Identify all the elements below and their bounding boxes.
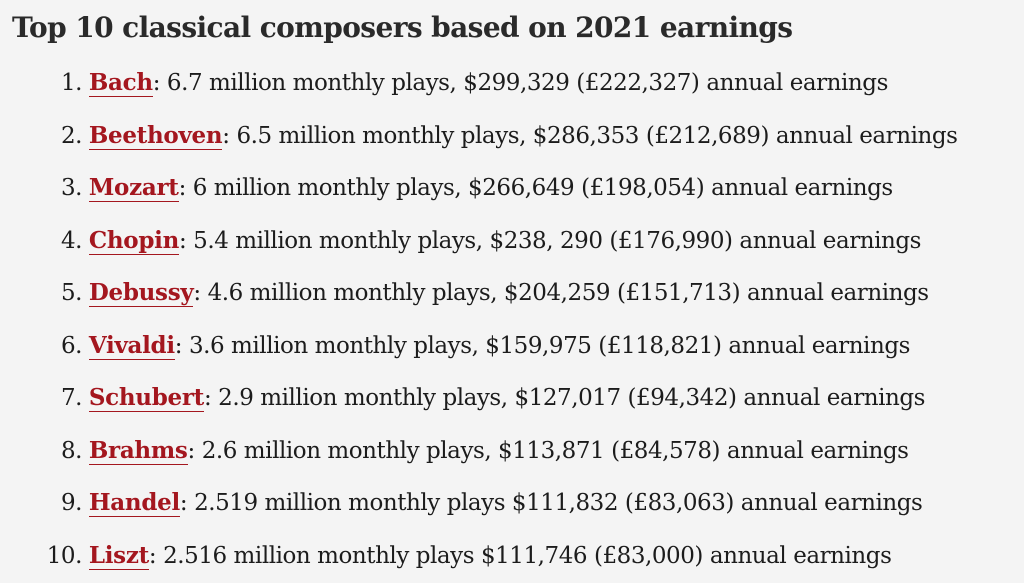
- rank-number: 3: [12, 162, 82, 215]
- list-entry: Schubert: 2.9 million monthly plays, $12…: [88, 384, 925, 412]
- list-item: 7 Schubert: 2.9 million monthly plays, $…: [12, 372, 1024, 425]
- list-entry: Chopin: 5.4 million monthly plays, $238,…: [88, 226, 922, 255]
- composer-details: 6.7 million monthly plays, $299,329 (£22…: [166, 70, 888, 96]
- list-item: 9 Handel: 2.519 million monthly plays $1…: [12, 477, 1024, 530]
- composer-link-handel[interactable]: Handel: [88, 489, 180, 517]
- list-entry: Vivaldi: 3.6 million monthly plays, $159…: [88, 331, 910, 360]
- rank-number: 1: [12, 57, 82, 110]
- rank-number: 8: [12, 425, 82, 478]
- composer-ranking-list: 1 Bach: 6.7 million monthly plays, $299,…: [12, 57, 1024, 582]
- list-item: 10 Liszt: 2.516 million monthly plays $1…: [12, 530, 1024, 583]
- list-entry: Mozart: 6 million monthly plays, $266,64…: [88, 174, 893, 202]
- rank-number: 7: [12, 372, 82, 425]
- list-item: 8 Brahms: 2.6 million monthly plays, $11…: [12, 425, 1024, 478]
- composer-details: 6 million monthly plays, $266,649 (£198,…: [192, 175, 893, 201]
- composer-link-schubert[interactable]: Schubert: [88, 384, 204, 412]
- composer-link-bach[interactable]: Bach: [88, 69, 153, 97]
- composer-link-debussy[interactable]: Debussy: [88, 279, 194, 307]
- list-entry: Beethoven: 6.5 million monthly plays, $2…: [88, 121, 958, 150]
- composer-link-vivaldi[interactable]: Vivaldi: [88, 331, 175, 360]
- composer-details: 2.516 million monthly plays $111,746 (£8…: [163, 542, 892, 569]
- article-content: Top 10 classical composers based on 2021…: [12, 0, 1024, 583]
- list-item: 4 Chopin: 5.4 million monthly plays, $23…: [12, 215, 1024, 268]
- composer-details: 2.9 million monthly plays, $127,017 (£94…: [218, 385, 925, 411]
- list-item: 5 Debussy: 4.6 million monthly plays, $2…: [12, 267, 1024, 320]
- rank-number: 9: [12, 477, 82, 530]
- list-item: 1 Bach: 6.7 million monthly plays, $299,…: [12, 57, 1024, 110]
- composer-link-beethoven[interactable]: Beethoven: [88, 121, 223, 150]
- page-title: Top 10 classical composers based on 2021…: [12, 11, 793, 44]
- composer-details: 2.6 million monthly plays, $113,871 (£84…: [201, 437, 909, 464]
- composer-link-chopin[interactable]: Chopin: [88, 226, 179, 255]
- rank-number: 6: [12, 320, 82, 373]
- composer-details: 4.6 million monthly plays, $204,259 (£15…: [207, 280, 929, 306]
- rank-number: 4: [12, 215, 82, 268]
- composer-details: 5.4 million monthly plays, $238, 290 (£1…: [193, 227, 922, 254]
- list-entry: Bach: 6.7 million monthly plays, $299,32…: [88, 69, 888, 97]
- rank-number: 5: [12, 267, 82, 320]
- list-item: 2 Beethoven: 6.5 million monthly plays, …: [12, 110, 1024, 163]
- composer-details: 2.519 million monthly plays $111,832 (£8…: [194, 490, 923, 516]
- rank-number: 2: [12, 110, 82, 163]
- list-entry: Liszt: 2.516 million monthly plays $111,…: [88, 541, 892, 570]
- list-entry: Brahms: 2.6 million monthly plays, $113,…: [88, 436, 909, 465]
- composer-details: 6.5 million monthly plays, $286,353 (£21…: [236, 122, 958, 149]
- composer-link-mozart[interactable]: Mozart: [88, 174, 179, 202]
- composer-details: 3.6 million monthly plays, $159,975 (£11…: [188, 332, 910, 359]
- composer-link-liszt[interactable]: Liszt: [88, 541, 149, 570]
- composer-link-brahms[interactable]: Brahms: [88, 436, 188, 465]
- list-item: 3 Mozart: 6 million monthly plays, $266,…: [12, 162, 1024, 215]
- list-item: 6 Vivaldi: 3.6 million monthly plays, $1…: [12, 320, 1024, 373]
- list-entry: Handel: 2.519 million monthly plays $111…: [88, 489, 923, 517]
- list-entry: Debussy: 4.6 million monthly plays, $204…: [88, 279, 929, 307]
- rank-number: 10: [12, 530, 82, 583]
